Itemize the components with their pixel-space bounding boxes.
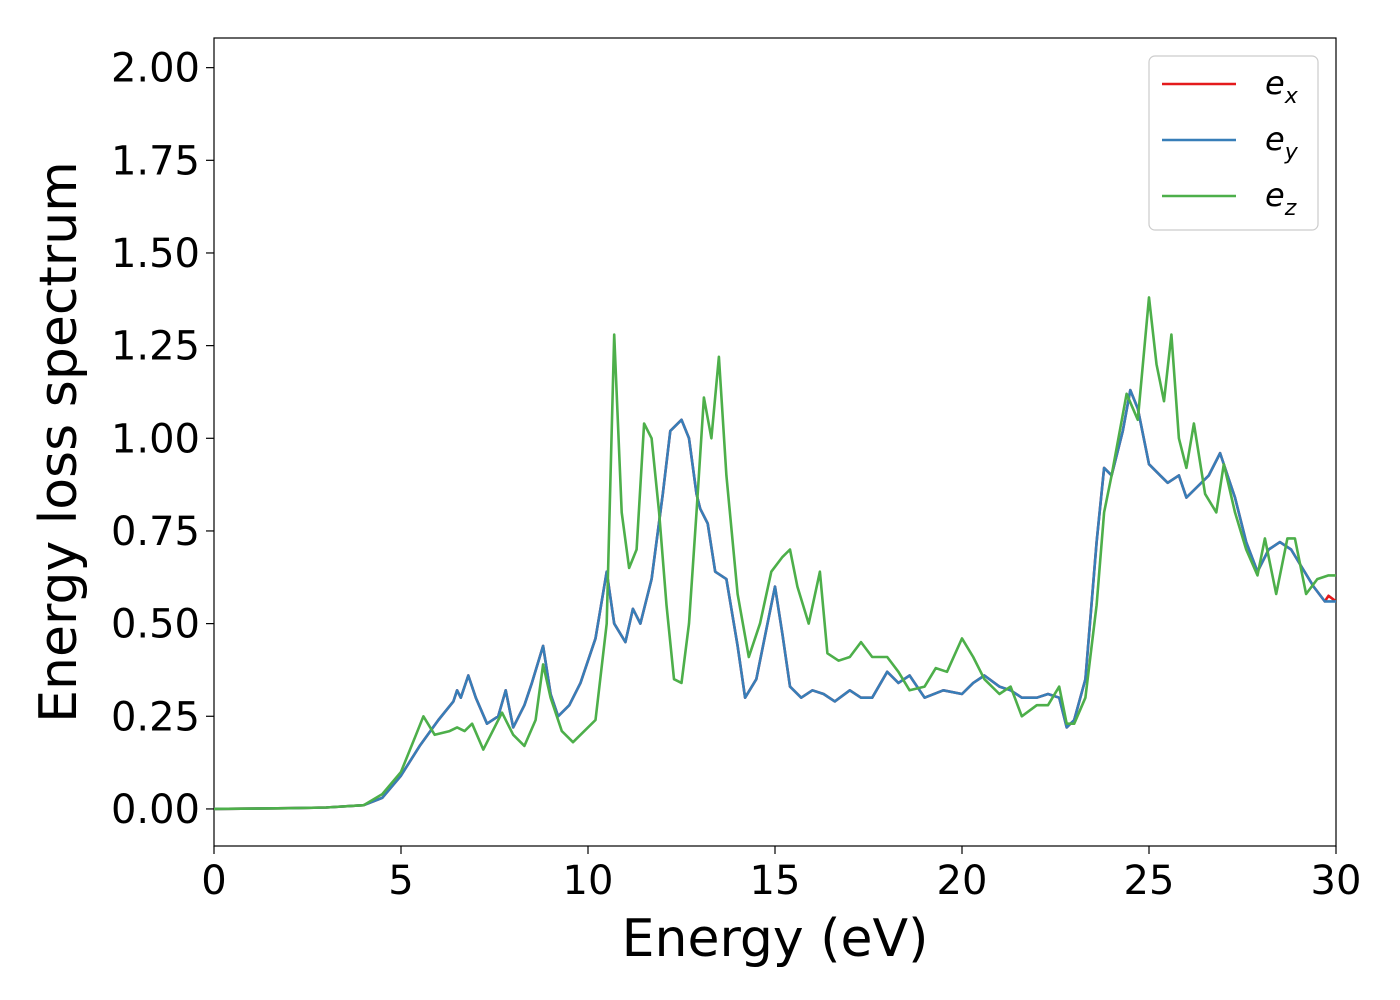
y-tick-label: 1.00 [111,416,200,462]
legend-label-subscript: z [1284,196,1297,221]
legend-label-subscript: y [1284,140,1299,165]
legend-label-subscript: x [1284,84,1299,109]
x-tick-label: 30 [1311,858,1362,904]
y-tick-label: 2.00 [111,46,200,92]
x-tick-label: 15 [750,858,801,904]
y-tick-label: 0.50 [111,602,200,648]
x-axis: 0 5 10 15 20 25 30 [201,846,1361,904]
y-tick-label: 0.25 [111,694,200,740]
x-tick-label: 10 [563,858,614,904]
legend-label-base: e [1265,176,1285,214]
x-tick-label: 5 [388,858,413,904]
x-tick-label: 20 [937,858,988,904]
legend-label: ez [1265,176,1297,221]
y-tick-label: 1.25 [111,324,200,370]
legend-box [1148,55,1319,231]
series-line-e-z [214,296,1336,811]
x-axis-label: Energy (eV) [622,909,929,969]
x-tick-label: 25 [1124,858,1175,904]
legend-label-base: e [1265,64,1285,102]
x-tick-label: 0 [201,858,226,904]
series-layer [214,296,1336,811]
series-line-e-y [214,388,1336,811]
y-tick-label: 0.75 [111,509,200,555]
y-tick-label: 0.00 [111,787,200,833]
y-axis-label: Energy loss spectrum [29,161,89,723]
legend-label-base: e [1265,120,1285,158]
y-tick-label: 1.50 [111,231,200,277]
legend-label: ex [1265,64,1299,109]
series-line-e-x [214,388,1336,811]
legend-label: ey [1265,120,1299,165]
y-axis: 0.00 0.25 0.50 0.75 1.00 1.25 1.50 1.75 2.00 [111,46,214,833]
y-tick-label: 1.75 [111,138,200,184]
